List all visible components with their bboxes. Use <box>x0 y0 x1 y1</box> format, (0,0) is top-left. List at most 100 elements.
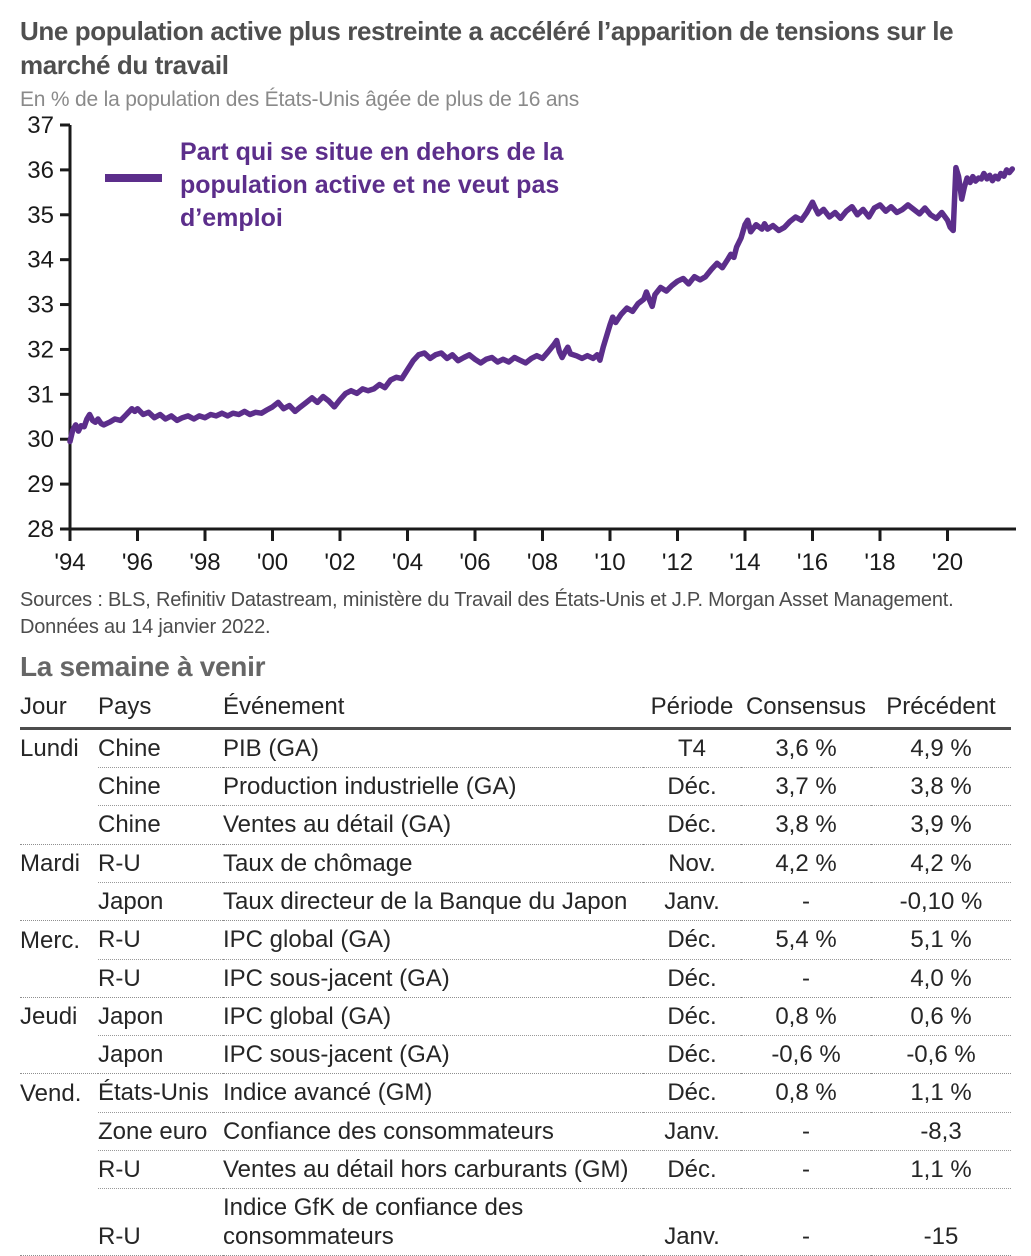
cell-consensus: 0,8 % <box>741 996 871 1036</box>
legend-label: population active et ne veut pas <box>180 171 559 199</box>
cell-evenement: Production industrielle (GA) <box>223 766 643 806</box>
cell-jour <box>20 767 98 805</box>
table-row: Vend. États-Unis Indice avancé (GM) Déc. 0,8… <box>20 1073 1011 1113</box>
cell-pays: R-U <box>98 1150 223 1189</box>
x-tick-label: '18 <box>864 549 895 576</box>
col-header-jour: Jour <box>20 690 98 730</box>
x-tick-label: '02 <box>324 549 355 576</box>
cell-evenement: PIB (GA) <box>223 734 320 762</box>
cell-periode: T4 <box>677 734 706 762</box>
sources-line-2: Données au 14 janvier 2022. <box>20 615 271 638</box>
cell-jour <box>20 1036 98 1074</box>
table-row: R-U Indice GfK de confiance des consommat… <box>20 1188 1011 1256</box>
table-row: Zone euro Confiance des consommateurs Janv… <box>20 1111 1011 1151</box>
cell-pays: États-Unis <box>98 1073 223 1113</box>
line-chart-canvas: 28 29 30 31 32 33 34 35 36 37 '94 '96 '98 '00 '02 '04 '0… <box>27 112 1016 576</box>
cell-jour: Lundi <box>20 735 79 763</box>
col-header-precedent: Précédent <box>871 690 1011 730</box>
cell-jour <box>20 806 98 844</box>
y-tick-label: 28 <box>27 516 54 543</box>
cell-evenement: Taux directeur de la Banque du Japon <box>223 881 643 921</box>
legend-label: Part qui se situe en dehors de la <box>180 138 565 166</box>
x-tick-label: '10 <box>594 549 625 576</box>
cell-precedent: -8,3 <box>871 1111 1011 1151</box>
cell-periode: Déc. <box>643 920 741 959</box>
cell-evenement: Taux de chômage <box>223 843 643 883</box>
cell-consensus: 4,2 % <box>741 843 871 883</box>
cell-consensus: 3,6 % <box>775 734 837 762</box>
cell-evenement: IPC global (GA) <box>223 996 643 1036</box>
cell-evenement: Confiance des consommateurs <box>223 1111 643 1151</box>
y-tick-label: 31 <box>27 381 54 408</box>
sources-line-1: Sources : BLS, Refinitiv Datastream, min… <box>20 588 954 611</box>
cell-pays: R-U <box>98 958 223 998</box>
cell-jour <box>20 882 98 920</box>
cell-consensus: -0,6 % <box>741 1035 871 1074</box>
x-tick-label: '04 <box>392 549 423 576</box>
cell-pays: Chine <box>98 734 161 762</box>
cell-precedent: 4,2 % <box>871 843 1011 883</box>
cell-periode: Déc. <box>643 805 741 845</box>
cell-consensus: - <box>741 1150 871 1189</box>
cell-pays: Japon <box>98 1035 223 1074</box>
cell-consensus: 5,4 % <box>741 920 871 959</box>
section-title-week-ahead: La semaine à venir <box>20 650 266 682</box>
cell-pays: R-U <box>98 920 223 959</box>
cell-pays: Japon <box>98 996 223 1036</box>
week-ahead-table: Jour Pays Événement Période Consensus Pr… <box>20 690 1011 1256</box>
cell-jour: Mardi <box>20 843 98 883</box>
cell-precedent: 0,6 % <box>871 996 1011 1036</box>
cell-periode: Déc. <box>643 1150 741 1189</box>
y-tick-label: 37 <box>27 112 54 139</box>
x-tick-label: '08 <box>527 549 558 576</box>
sources-note: Sources : BLS, Refinitiv Datastream, min… <box>20 587 1011 641</box>
table-row: Merc. R-U IPC global (GA) Déc. 5,4 % 5,1 % <box>20 920 1011 959</box>
x-tick-label: '00 <box>257 549 288 576</box>
cell-jour <box>20 1112 98 1150</box>
y-tick-label: 32 <box>27 336 54 363</box>
table-row: Jeudi Japon IPC global (GA) Déc. 0,8 % 0,6 % <box>20 996 1011 1036</box>
cell-consensus: - <box>741 958 871 998</box>
col-header-evenement: Événement <box>223 690 643 730</box>
table-row: Japon Taux directeur de la Banque du Japo… <box>20 881 1011 921</box>
cell-periode: Déc. <box>643 766 741 806</box>
cell-evenement: IPC global (GA) <box>223 920 643 959</box>
x-tick-label: '06 <box>459 549 490 576</box>
y-tick-label: 34 <box>27 246 54 273</box>
legend-label: d’emploi <box>180 204 283 232</box>
y-tick-label: 36 <box>27 157 54 184</box>
chart-subtitle: En % de la population des États-Unis âgé… <box>20 87 580 111</box>
cell-pays: R-U <box>98 1188 223 1256</box>
cell-consensus: - <box>741 1188 871 1256</box>
chart-title: Une population active plus restreinte a … <box>20 16 954 81</box>
cell-jour: Jeudi <box>20 996 98 1036</box>
cell-periode: Déc. <box>643 1035 741 1074</box>
table-header-row: Jour Pays Événement Période Consensus Pr… <box>20 690 1011 730</box>
cell-evenement: Indice GfK de confiance des consommateur… <box>223 1188 643 1256</box>
cell-jour <box>20 1188 98 1256</box>
cell-evenement: Ventes au détail hors carburants (GM) <box>223 1150 643 1189</box>
cell-consensus: - <box>741 1111 871 1151</box>
y-tick-label: 35 <box>27 201 54 228</box>
cell-pays: Chine <box>98 766 223 806</box>
col-header-consensus: Consensus <box>741 690 871 730</box>
table-row: Mardi R-U Taux de chômage Nov. 4,2 % 4,2 % <box>20 843 1011 883</box>
table-row: Japon IPC sous-jacent (GA) Déc. -0,6 % -0,6 … <box>20 1035 1011 1074</box>
table-row: R-U IPC sous-jacent (GA) Déc. -4,0 % <box>20 958 1011 998</box>
cell-periode: Déc. <box>643 1073 741 1113</box>
cell-evenement: Ventes au détail (GA) <box>223 805 643 845</box>
x-tick-label: '94 <box>54 549 85 576</box>
cell-precedent: 5,1 % <box>871 920 1011 959</box>
cell-precedent: 1,1 % <box>871 1150 1011 1189</box>
x-tick-label: '96 <box>122 549 153 576</box>
cell-jour <box>20 959 98 997</box>
labor-force-chart: 28 29 30 31 32 33 34 35 36 37 '94 '96 '98 '00 '02 '04 '0… <box>0 112 1016 585</box>
cell-evenement: IPC sous-jacent (GA) <box>223 1035 643 1074</box>
cell-periode: Déc. <box>643 996 741 1036</box>
y-tick-label: 30 <box>27 426 54 453</box>
cell-pays: Chine <box>98 805 223 845</box>
cell-jour <box>20 1151 98 1189</box>
x-tick-label: '12 <box>662 549 693 576</box>
cell-consensus: - <box>741 881 871 921</box>
